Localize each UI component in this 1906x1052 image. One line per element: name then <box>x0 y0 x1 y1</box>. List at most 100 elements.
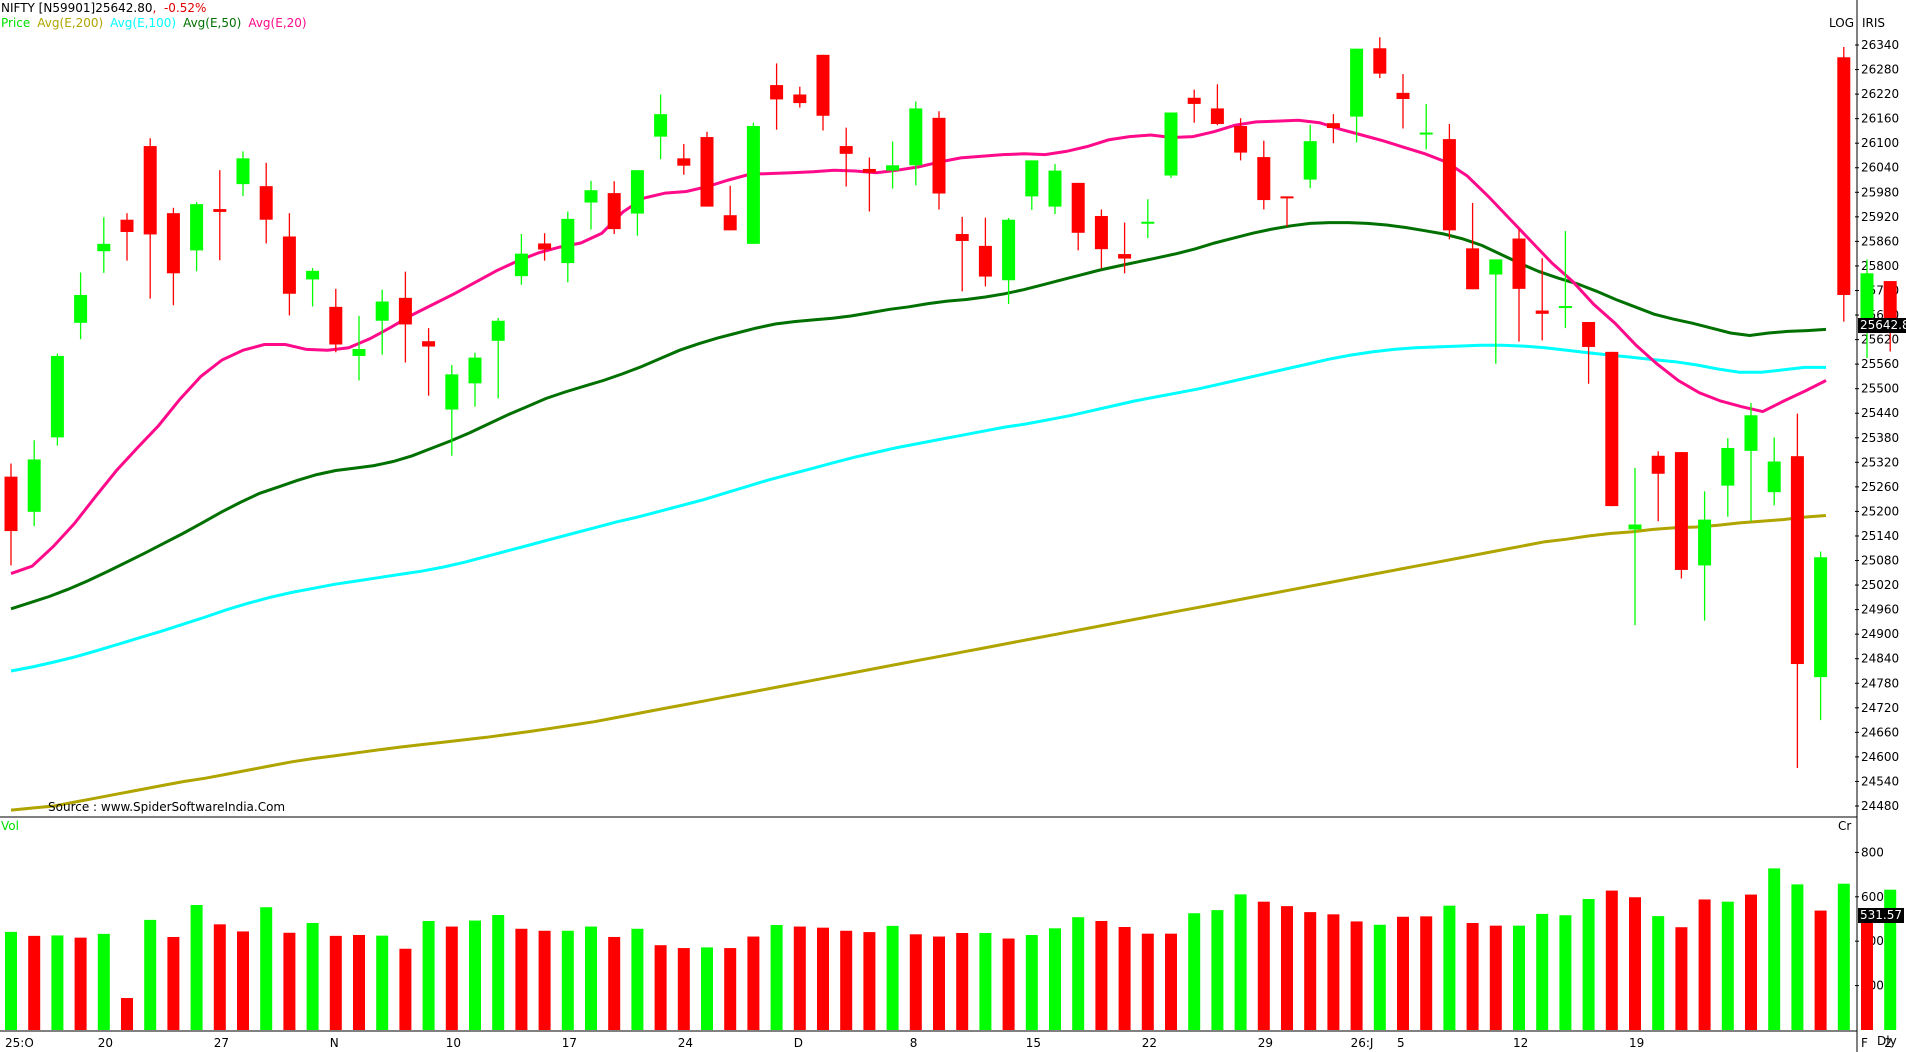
legend-item: Price <box>1 16 31 30</box>
x-tick-label: F <box>1861 1036 1868 1050</box>
candle <box>1373 48 1387 74</box>
volume-bar <box>1397 916 1409 1030</box>
candle <box>561 218 575 264</box>
candle <box>398 297 412 325</box>
volume-bar <box>701 947 713 1030</box>
candle <box>491 320 505 341</box>
candle <box>1326 123 1340 129</box>
candle <box>1860 273 1874 322</box>
candle <box>1605 351 1619 507</box>
volume-bar <box>376 935 389 1030</box>
volume-bar <box>1675 927 1688 1030</box>
candle <box>1837 57 1851 295</box>
volume-bar <box>469 920 481 1030</box>
x-tick-label: 15 <box>1026 1036 1041 1050</box>
candle <box>607 193 621 230</box>
legend-item: Avg(E,200) <box>37 16 104 30</box>
volume-bar <box>1791 884 1804 1030</box>
candle <box>1489 259 1503 275</box>
volume-bar <box>353 934 365 1030</box>
volume-bar <box>1002 938 1015 1030</box>
candle <box>1164 112 1178 176</box>
volume-bar <box>399 948 412 1030</box>
y-tick-label: 26160 <box>1861 112 1899 126</box>
x-tick-label: D <box>794 1036 803 1050</box>
volume-bar <box>1141 933 1154 1030</box>
x-tick-label: 22 <box>1142 1036 1157 1050</box>
candle <box>654 114 668 137</box>
volume-bar <box>167 936 180 1030</box>
volume-bar <box>933 936 945 1030</box>
legend-item: Avg(E,50) <box>183 16 242 30</box>
candle <box>1466 248 1480 290</box>
iris-toggle[interactable]: IRIS <box>1862 16 1886 30</box>
last-price: 25642.80 <box>95 1 153 15</box>
candle <box>4 476 18 532</box>
x-tick-label: 26:J <box>1351 1036 1374 1050</box>
volume-bar <box>747 936 760 1030</box>
volume-bar <box>608 936 621 1030</box>
indicator-legend: Price Avg(E,200) Avg(E,100) Avg(E,50) Avg(E,… <box>1 16 314 30</box>
volume-bar <box>1513 925 1525 1030</box>
x-tick-label: 12 <box>1513 1036 1528 1050</box>
legend-item: Avg(E,100) <box>110 16 177 30</box>
volume-bar <box>1698 899 1711 1030</box>
volume-bar <box>1745 894 1757 1030</box>
candle <box>770 85 784 100</box>
volume-bar <box>956 932 969 1030</box>
y-tick-label: 25260 <box>1861 480 1899 494</box>
volume-bar <box>1095 920 1108 1030</box>
candle <box>932 117 946 194</box>
volume-bar <box>1814 910 1827 1030</box>
candle <box>352 348 366 356</box>
volume-bar <box>190 905 203 1030</box>
volume-bar <box>1466 922 1479 1030</box>
log-toggle[interactable]: LOG <box>1829 16 1855 30</box>
x-tick-label: 29 <box>1258 1036 1273 1050</box>
volume-bar <box>422 920 435 1030</box>
x-tick-label: 27 <box>214 1036 229 1050</box>
volume-bar <box>1443 905 1456 1030</box>
last-price-marker: 25642.8 <box>1858 318 1906 333</box>
volume-bar <box>144 919 157 1030</box>
volume-bar <box>237 931 249 1030</box>
candle <box>816 54 830 116</box>
volume-bar <box>677 948 690 1030</box>
y-tick-label: 25020 <box>1861 578 1899 592</box>
candle <box>259 186 273 220</box>
candle <box>1210 108 1224 124</box>
candle <box>1257 157 1271 201</box>
candle <box>1419 132 1433 135</box>
candle <box>1767 461 1781 493</box>
volume-bar <box>1721 901 1734 1030</box>
period-selector[interactable]: Dly <box>1877 1034 1897 1048</box>
moving-average-line <box>10 343 1826 673</box>
candle <box>1744 415 1758 451</box>
y-tick-label: 24720 <box>1861 701 1899 715</box>
x-tick-label: 10 <box>446 1036 461 1050</box>
candle <box>886 165 900 171</box>
volume-bar <box>28 935 41 1030</box>
volume-bar <box>724 948 737 1030</box>
volume-bar <box>1304 912 1317 1030</box>
volume-bar <box>1165 933 1177 1030</box>
volume-bar <box>770 924 783 1030</box>
volume-bar <box>515 928 528 1030</box>
candle <box>1048 170 1062 207</box>
y-tick-label: 25560 <box>1861 357 1899 371</box>
volume-panel-label: Vol <box>1 819 19 833</box>
candle <box>143 146 157 235</box>
candle <box>1303 141 1317 180</box>
candle <box>909 108 923 166</box>
candle <box>27 459 41 512</box>
candle <box>1094 216 1108 250</box>
candle <box>746 126 760 244</box>
source-label: Source : www.SpiderSoftwareIndia.Com <box>48 800 286 814</box>
y-tick-label: 26220 <box>1861 87 1899 101</box>
y-tick-label: 24780 <box>1861 676 1899 690</box>
candle <box>329 306 343 345</box>
candle <box>120 219 134 232</box>
volume-bar <box>445 926 458 1030</box>
candle <box>1883 281 1897 331</box>
